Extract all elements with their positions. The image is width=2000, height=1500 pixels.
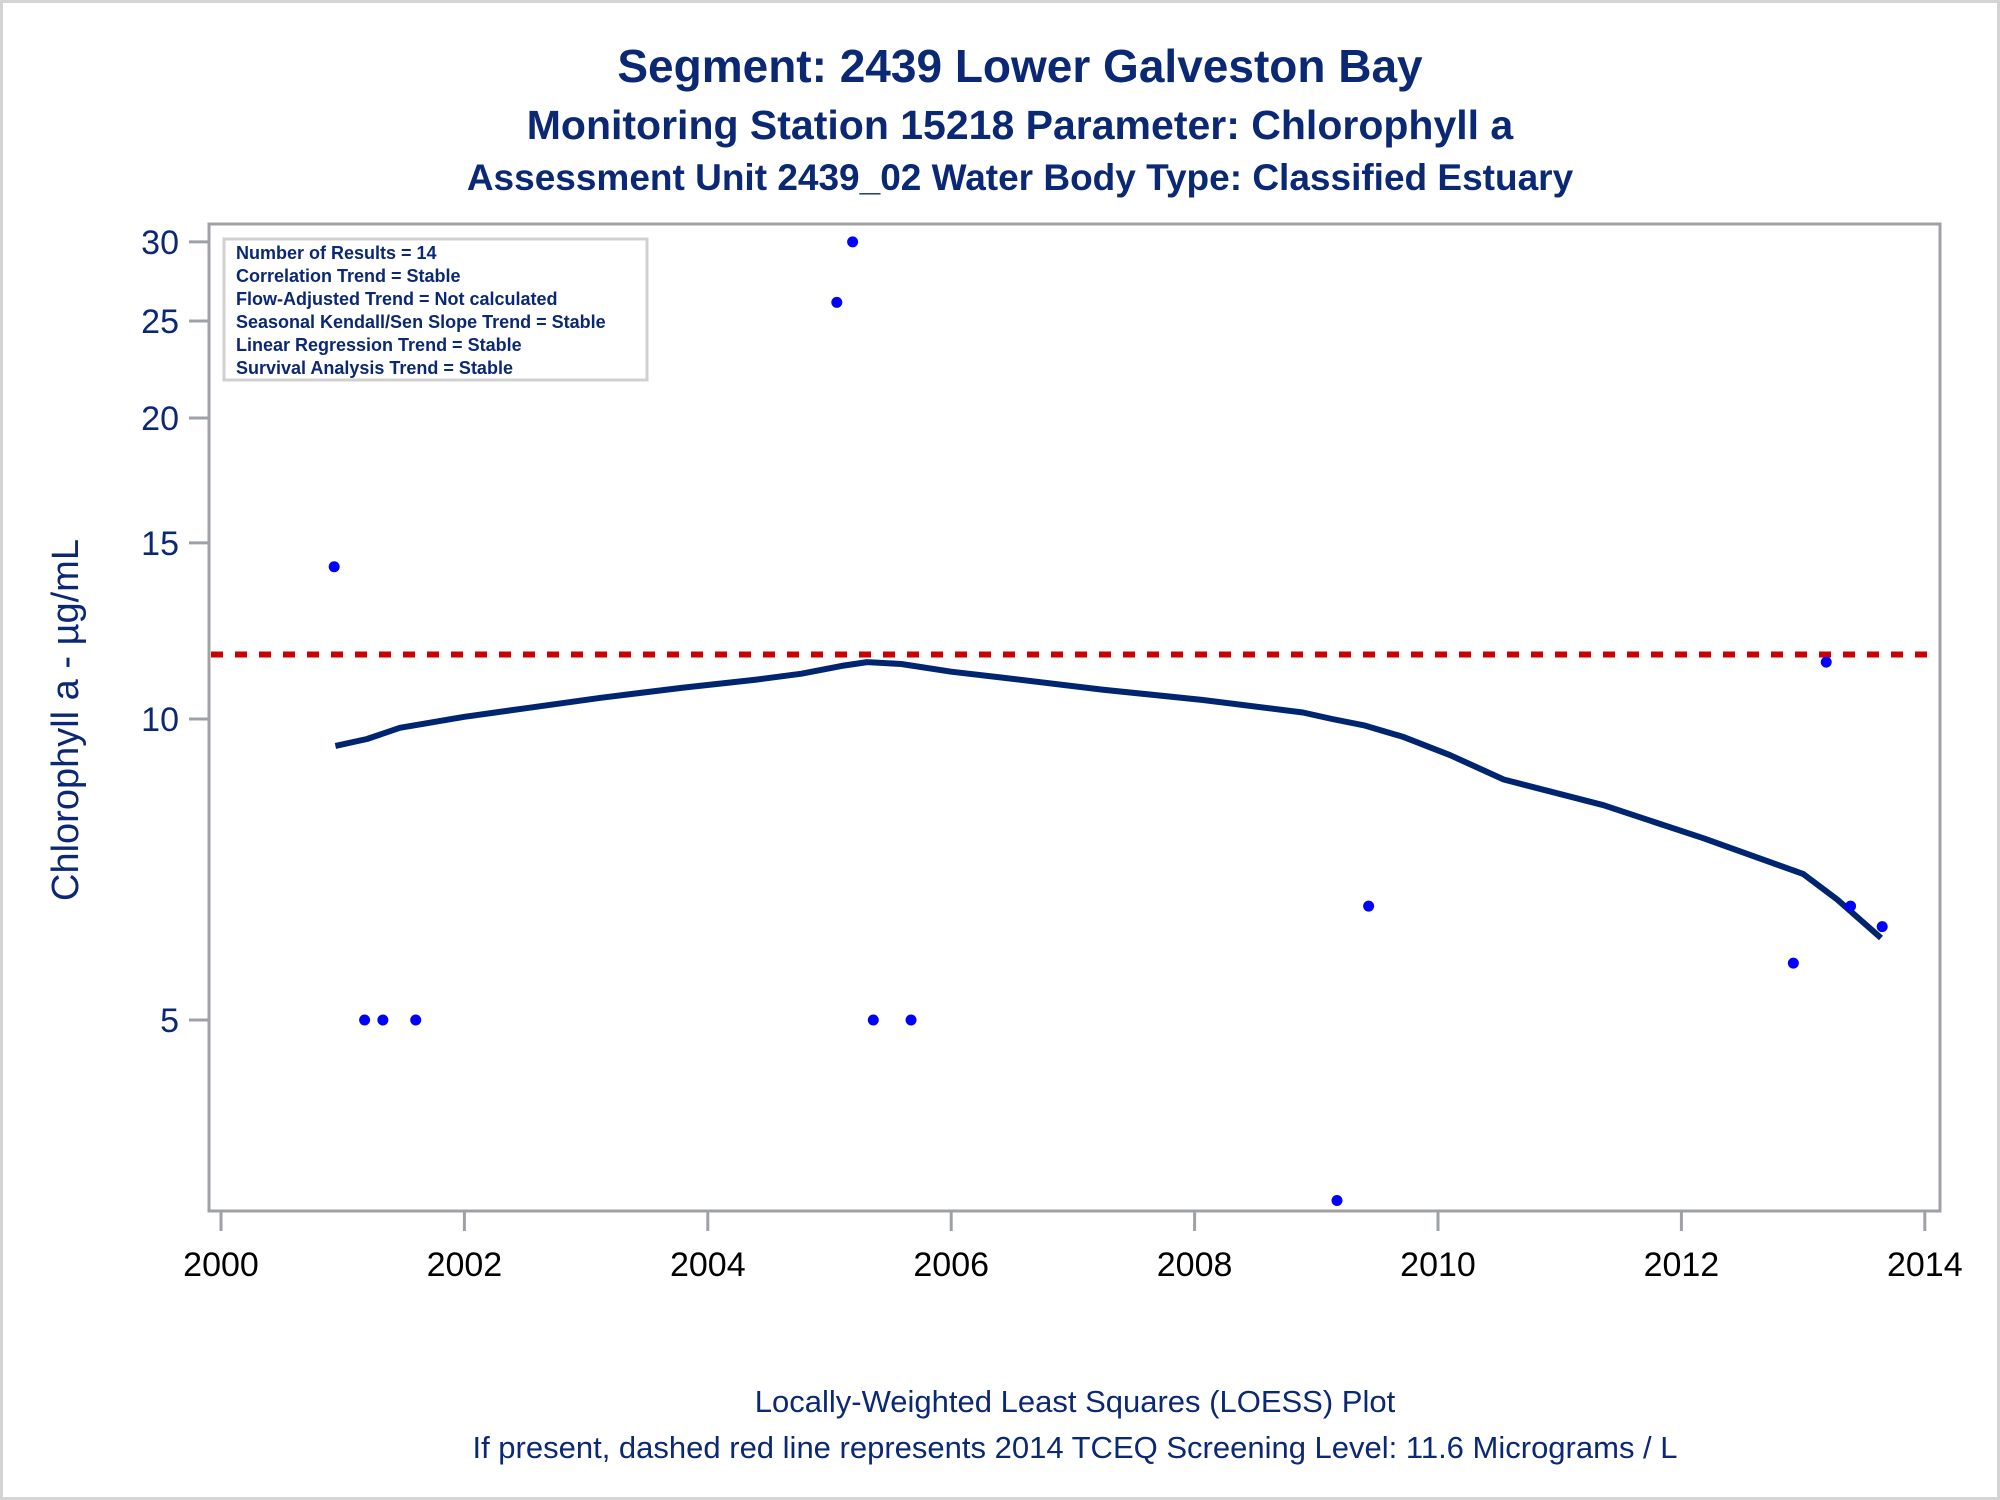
y-axis-label: Chlorophyll a - µg/mL [45, 539, 87, 901]
data-point [328, 561, 340, 573]
data-point [1331, 1194, 1343, 1206]
y-tick-label: 20 [141, 400, 179, 438]
x-tick-label: 2008 [1157, 1246, 1233, 1284]
footer-loess-caption: Locally-Weighted Least Squares (LOESS) P… [755, 1384, 1396, 1419]
data-point [1876, 921, 1888, 933]
y-tick-label: 10 [141, 701, 179, 739]
loess-fit-line [334, 659, 1883, 941]
data-point [1363, 900, 1375, 912]
stats-line-correlation-trend: Correlation Trend = Stable [236, 266, 461, 286]
x-tick-label: 2006 [913, 1246, 989, 1284]
chart-title: Segment: 2439 Lower Galveston Bay [617, 40, 1423, 92]
y-tick-label: 5 [160, 1002, 179, 1040]
x-tick-label: 2004 [670, 1246, 746, 1284]
data-point [1845, 900, 1857, 912]
data-point [410, 1014, 422, 1026]
observed-points [328, 236, 1888, 1206]
stats-line-seasonal-kendall-trend: Seasonal Kendall/Sen Slope Trend = Stabl… [236, 312, 606, 332]
stats-box-border [222, 237, 649, 382]
data-point [867, 1014, 879, 1026]
x-tick-label: 2000 [183, 1246, 259, 1284]
stats-line-linear-regression-trend: Linear Regression Trend = Stable [236, 335, 522, 355]
footer-screening-level-caption: If present, dashed red line represents 2… [472, 1430, 1677, 1465]
data-point [847, 236, 859, 248]
data-point [831, 296, 843, 308]
data-point [1820, 656, 1832, 668]
data-point [377, 1014, 389, 1026]
x-axis: 2000 2002 2004 2006 2008 2010 2012 2014 [183, 1211, 1963, 1284]
chart-subtitle-2: Assessment Unit 2439_02 Water Body Type:… [467, 157, 1574, 198]
x-tick-label: 2010 [1400, 1246, 1476, 1284]
stats-legend-box: Number of Results = 14 Correlation Trend… [222, 237, 649, 382]
x-tick-label: 2002 [427, 1246, 503, 1284]
y-tick-label: 15 [141, 525, 179, 563]
data-point [359, 1014, 371, 1026]
data-point [1787, 957, 1799, 969]
y-axis: 5 10 15 20 25 30 [141, 224, 209, 1040]
stats-line-survival-analysis-trend: Survival Analysis Trend = Stable [236, 358, 513, 378]
y-tick-label: 30 [141, 224, 179, 262]
x-tick-label: 2012 [1644, 1246, 1720, 1284]
x-tick-label: 2014 [1887, 1246, 1963, 1284]
y-tick-label: 25 [141, 303, 179, 341]
chart-subtitle-1: Monitoring Station 15218 Parameter: Chlo… [527, 102, 1515, 148]
stats-line-number-of-results: Number of Results = 14 [236, 243, 437, 263]
data-point [905, 1014, 917, 1026]
stats-line-flow-adjusted-trend: Flow-Adjusted Trend = Not calculated [236, 289, 558, 309]
